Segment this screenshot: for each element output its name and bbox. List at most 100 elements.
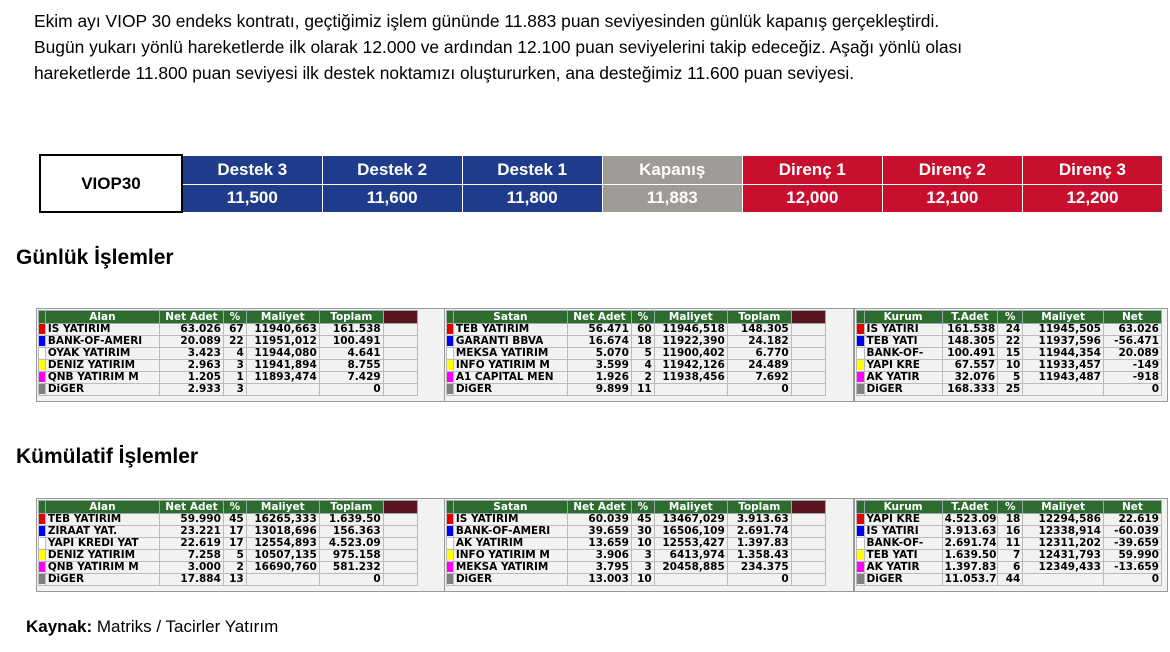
level-value: 11,500	[181, 183, 323, 213]
table-cell: 4	[222, 347, 247, 360]
table-cell: 7.258	[159, 549, 224, 562]
swatch-cell	[38, 359, 46, 372]
column-header: %	[630, 500, 655, 514]
column-header: Kurum	[863, 310, 943, 324]
level-value: 11,600	[321, 183, 463, 213]
level-value: 12,100	[881, 183, 1023, 213]
extra-header	[790, 500, 827, 514]
table-cell: 3	[630, 549, 655, 562]
table-row: BANK-OF-AMERI 20.089 22 11951,012 100.491	[38, 335, 419, 348]
broker-color-swatch	[857, 324, 864, 334]
broker-name: AK YATIR	[863, 561, 943, 574]
level-header: Destek 2	[321, 154, 463, 185]
swatch-cell	[856, 573, 865, 586]
empty-cell	[382, 561, 419, 574]
empty-cell	[790, 347, 827, 360]
broker-color-swatch	[447, 324, 453, 334]
table-cell: 11945,505	[1022, 323, 1104, 336]
broker-color-swatch	[447, 562, 453, 572]
swatch-cell	[856, 359, 865, 372]
table-cell: 10	[630, 537, 655, 550]
table-cell: 12294,586	[1022, 513, 1104, 526]
swatch-cell	[38, 383, 46, 396]
empty-cell	[790, 383, 827, 396]
table-cell: 8.755	[318, 359, 384, 372]
table-cell: 10507,135	[245, 549, 320, 562]
table-cell: 1	[222, 371, 247, 384]
broker-name: INFO YATIRIM M	[452, 549, 569, 562]
broker-color-swatch	[39, 550, 45, 560]
source-note: Kaynak: Matriks / Tacirler Yatırım	[26, 617, 278, 637]
broker-color-swatch	[39, 538, 45, 548]
intro-line: Ekim ayı VIOP 30 endeks kontratı, geçtiğ…	[34, 11, 940, 31]
table-cell: 6.770	[726, 347, 792, 360]
level-value: 12,200	[1021, 183, 1164, 213]
table-cell: 156.363	[318, 525, 384, 538]
table-cell: 11922,390	[653, 335, 728, 348]
table-cell: 60	[630, 323, 655, 336]
table-row: DiGER 2.933 3 0	[38, 383, 419, 396]
swatch-header	[446, 310, 454, 324]
table-row: DENIZ YATIRIM 2.963 3 11941,894 8.755	[38, 359, 419, 372]
broker-name: AK YATIRIM	[452, 537, 569, 550]
table-cell: 3	[222, 383, 247, 396]
broker-name: QNB YATIRIM M	[44, 371, 161, 384]
level-value: 11,800	[461, 183, 603, 213]
extra-header	[790, 310, 827, 324]
swatch-header	[38, 500, 46, 514]
table-cell: 3.795	[567, 561, 632, 574]
daily-sell-table: Satan Net Adet% Maliyet Toplam TEB YATIRIM 56…	[446, 310, 827, 396]
empty-cell	[382, 525, 419, 538]
table-cell: 2	[222, 561, 247, 574]
table-row: AK YATIR 32.076 5 11943,487 -918	[856, 371, 1163, 384]
swatch-cell	[856, 347, 865, 360]
table-cell: 148.305	[726, 323, 792, 336]
table-row: BANK-OF-AMERI 39.659 30 16506,109 2.691.74	[446, 525, 827, 538]
table-cell: 3.000	[159, 561, 224, 574]
table-cell: 3.913.63	[941, 525, 999, 538]
column-header: Maliyet	[245, 310, 320, 324]
column-header: Net Adet	[567, 310, 632, 324]
broker-name: IS YATIRI	[863, 323, 943, 336]
broker-name: DiGER	[44, 383, 161, 396]
column-header: Toplam	[318, 310, 384, 324]
empty-cell	[382, 537, 419, 550]
table-cell: 4.523.09	[941, 513, 999, 526]
table-cell: 11944,354	[1022, 347, 1104, 360]
table-cell: 11951,012	[245, 335, 320, 348]
table-cell: 4.523.09	[318, 537, 384, 550]
table-cell: 24.182	[726, 335, 792, 348]
table-cell: -56.471	[1102, 335, 1163, 348]
table-row: BANK-OF- 2.691.74 11 12311,202 -39.659	[856, 537, 1163, 550]
table-row: INFO YATIRIM M 3.599 4 11942,126 24.489	[446, 359, 827, 372]
broker-name: DENIZ YATIRIM	[44, 549, 161, 562]
swatch-cell	[446, 347, 454, 360]
broker-name: MEKSA YATIRIM	[452, 347, 569, 360]
table-cell: 13.659	[567, 537, 632, 550]
table-row: YAPI KREDI YAT 22.619 17 12554,893 4.523.09	[38, 537, 419, 550]
table-cell: 3.913.63	[726, 513, 792, 526]
table-cell: 13.003	[567, 573, 632, 586]
broker-color-swatch	[447, 514, 453, 524]
cumulative-net-table: Kurum T.Adet% Maliyet Net YAPI KRE 4.523.09 18…	[856, 500, 1163, 586]
broker-name: MEKSA YATIRIM	[452, 561, 569, 574]
swatch-cell	[856, 537, 865, 550]
table-cell: 10	[997, 359, 1024, 372]
table-cell: 581.232	[318, 561, 384, 574]
table-cell: 3	[630, 561, 655, 574]
table-cell: 5.070	[567, 347, 632, 360]
cumulative-sell-table: Satan Net Adet% Maliyet Toplam IS YATIRIM 60.…	[446, 500, 827, 586]
table-cell: 1.639.50	[318, 513, 384, 526]
broker-color-swatch	[447, 360, 453, 370]
table-cell: 12311,202	[1022, 537, 1104, 550]
table-cell: 1.639.50	[941, 549, 999, 562]
table-cell: 22	[222, 335, 247, 348]
table-cell: 17	[222, 525, 247, 538]
table-cell: 23.221	[159, 525, 224, 538]
table-cell: 100.491	[318, 335, 384, 348]
swatch-cell	[856, 335, 865, 348]
column-header: %	[630, 310, 655, 324]
table-row: MEKSA YATIRIM 5.070 5 11900,402 6.770	[446, 347, 827, 360]
extra-header	[382, 310, 419, 324]
broker-name: DiGER	[863, 573, 943, 586]
